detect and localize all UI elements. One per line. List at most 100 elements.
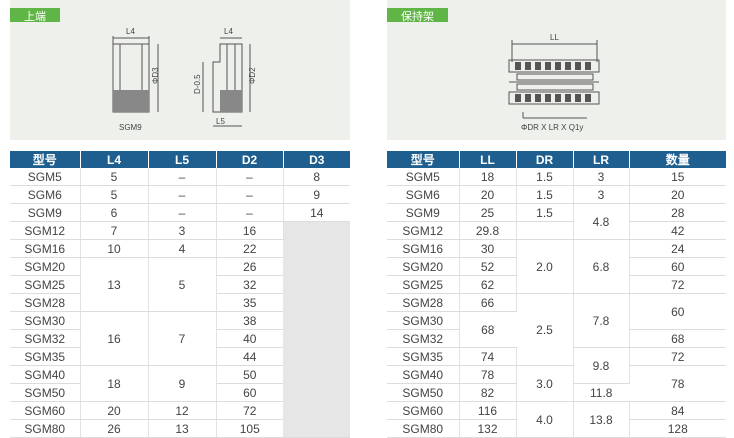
table-row: SGM6 20 1.5 3 20	[387, 185, 726, 204]
table-row: SGM5 5 – – 8	[10, 168, 350, 186]
table-row: SGM5 18 1.5 3 15	[387, 168, 726, 186]
table-row: SGM30 68	[387, 311, 726, 348]
cell: 72	[216, 401, 283, 420]
cell: –	[148, 203, 217, 222]
cell: 74	[459, 347, 517, 366]
cell: 15	[629, 168, 726, 186]
cell: 50	[216, 365, 283, 384]
cell: –	[216, 168, 284, 186]
merged-cell: 4.0	[516, 401, 574, 438]
table-row: SGM50 60	[10, 383, 350, 402]
cell: SGM80	[387, 419, 460, 438]
cell: 3	[148, 221, 217, 240]
cell: SGM32	[10, 329, 81, 348]
table-row: SGM9 6 – – 14	[10, 203, 350, 222]
cell: 26	[216, 257, 283, 276]
cell: SGM30	[387, 311, 460, 330]
table-row: SGM40 18 9 50	[10, 365, 350, 402]
col-ll: LL	[459, 151, 517, 168]
d2-label: ΦD2	[248, 67, 257, 84]
table-row: SGM40 78 3.0 78	[387, 365, 726, 402]
cell: 38	[216, 311, 283, 330]
cage-drawing: LL ΦDR X LR X Q1y	[508, 33, 600, 132]
cell: 25	[459, 203, 517, 222]
cell: SGM12	[10, 221, 81, 240]
cell: 12	[148, 401, 217, 420]
left-header-band	[10, 0, 350, 22]
right-figure-area: LL ΦDR X LR X Q1y	[387, 22, 726, 140]
merged-cell: 4.8	[573, 203, 630, 240]
col-model: 型号	[10, 151, 81, 168]
cell: SGM40	[10, 365, 81, 384]
merged-cell: 7	[148, 311, 217, 366]
cell: SGM20	[10, 257, 81, 276]
table-row: SGM16 30 2.0 6.8 24	[387, 239, 726, 294]
cell: 78	[459, 365, 517, 384]
merged-cell: 2.0	[516, 239, 574, 294]
table-row: SGM32 68	[387, 329, 726, 348]
cell: 22	[216, 239, 283, 258]
cell: 116	[459, 401, 517, 420]
cell: SGM25	[10, 275, 81, 294]
cell: SGM16	[10, 239, 81, 258]
cell: 105	[216, 419, 283, 438]
cell: 84	[629, 401, 726, 420]
cell: 5	[80, 185, 149, 204]
cell: 1.5	[516, 203, 574, 222]
cell: SGM28	[10, 293, 81, 312]
cell: SGM9	[10, 203, 81, 222]
cell: SGM32	[387, 329, 460, 348]
l4-label-a: L4	[126, 27, 135, 36]
table-row: SGM35 74 9.8 72	[387, 347, 726, 384]
cell: SGM20	[387, 257, 460, 276]
merged-cell: 9	[148, 365, 217, 402]
cell: SGM35	[387, 347, 460, 366]
right-header-row: 型号 LL DR LR 数量	[387, 151, 726, 168]
right-header-band	[387, 0, 726, 22]
cell: SGM25	[387, 275, 460, 294]
table-row: SGM9 25 1.5 4.8 28	[387, 203, 726, 240]
table-row: SGM32 40	[10, 329, 350, 348]
cell: 1.5	[516, 185, 574, 204]
cell: 44	[216, 347, 283, 366]
l4-label-b: L4	[224, 27, 233, 36]
cell: –	[216, 203, 284, 222]
hatch-left	[113, 90, 149, 112]
cell: SGM16	[387, 239, 460, 258]
blank-cell	[516, 221, 574, 240]
cell: SGM6	[387, 185, 460, 204]
cell: SGM12	[387, 221, 460, 240]
cell: –	[148, 168, 217, 186]
cell: 20	[80, 401, 149, 420]
merged-cell: 13	[80, 257, 149, 312]
table-row: SGM25 62 72	[387, 275, 726, 294]
col-l4: L4	[80, 151, 149, 168]
merged-cell: 3.0	[516, 365, 574, 402]
col-dr: DR	[516, 151, 574, 168]
cell: SGM80	[10, 419, 81, 438]
table-row: SGM12 7 3 16	[10, 221, 350, 438]
left-header-row: 型号 L4 L5 D2 D3	[10, 151, 350, 168]
cell: 1.5	[516, 168, 574, 186]
cage-pockets	[515, 62, 591, 102]
cell: 72	[629, 275, 726, 294]
cell: 5	[80, 168, 149, 186]
cell: SGM5	[10, 168, 81, 186]
cell: 35	[216, 293, 283, 312]
cell: SGM40	[387, 365, 460, 384]
table-row: SGM25 32	[10, 275, 350, 294]
cell: SGM50	[10, 383, 81, 402]
cell: SGM28	[387, 293, 460, 312]
cell: 30	[459, 239, 517, 258]
merged-cell: 68	[459, 311, 516, 348]
cell: 11.8	[573, 383, 629, 402]
col-lr: LR	[573, 151, 630, 168]
col-d2: D2	[216, 151, 284, 168]
table-row: SGM50 82 11.8	[387, 383, 726, 402]
cell: SGM9	[387, 203, 460, 222]
cell: 128	[629, 419, 726, 438]
cell: 18	[459, 168, 517, 186]
table-row: SGM20 52 60	[387, 257, 726, 276]
table-row: SGM6 5 – – 9	[10, 185, 350, 204]
table-row: SGM28 66 2.5 7.8 60	[387, 293, 726, 366]
